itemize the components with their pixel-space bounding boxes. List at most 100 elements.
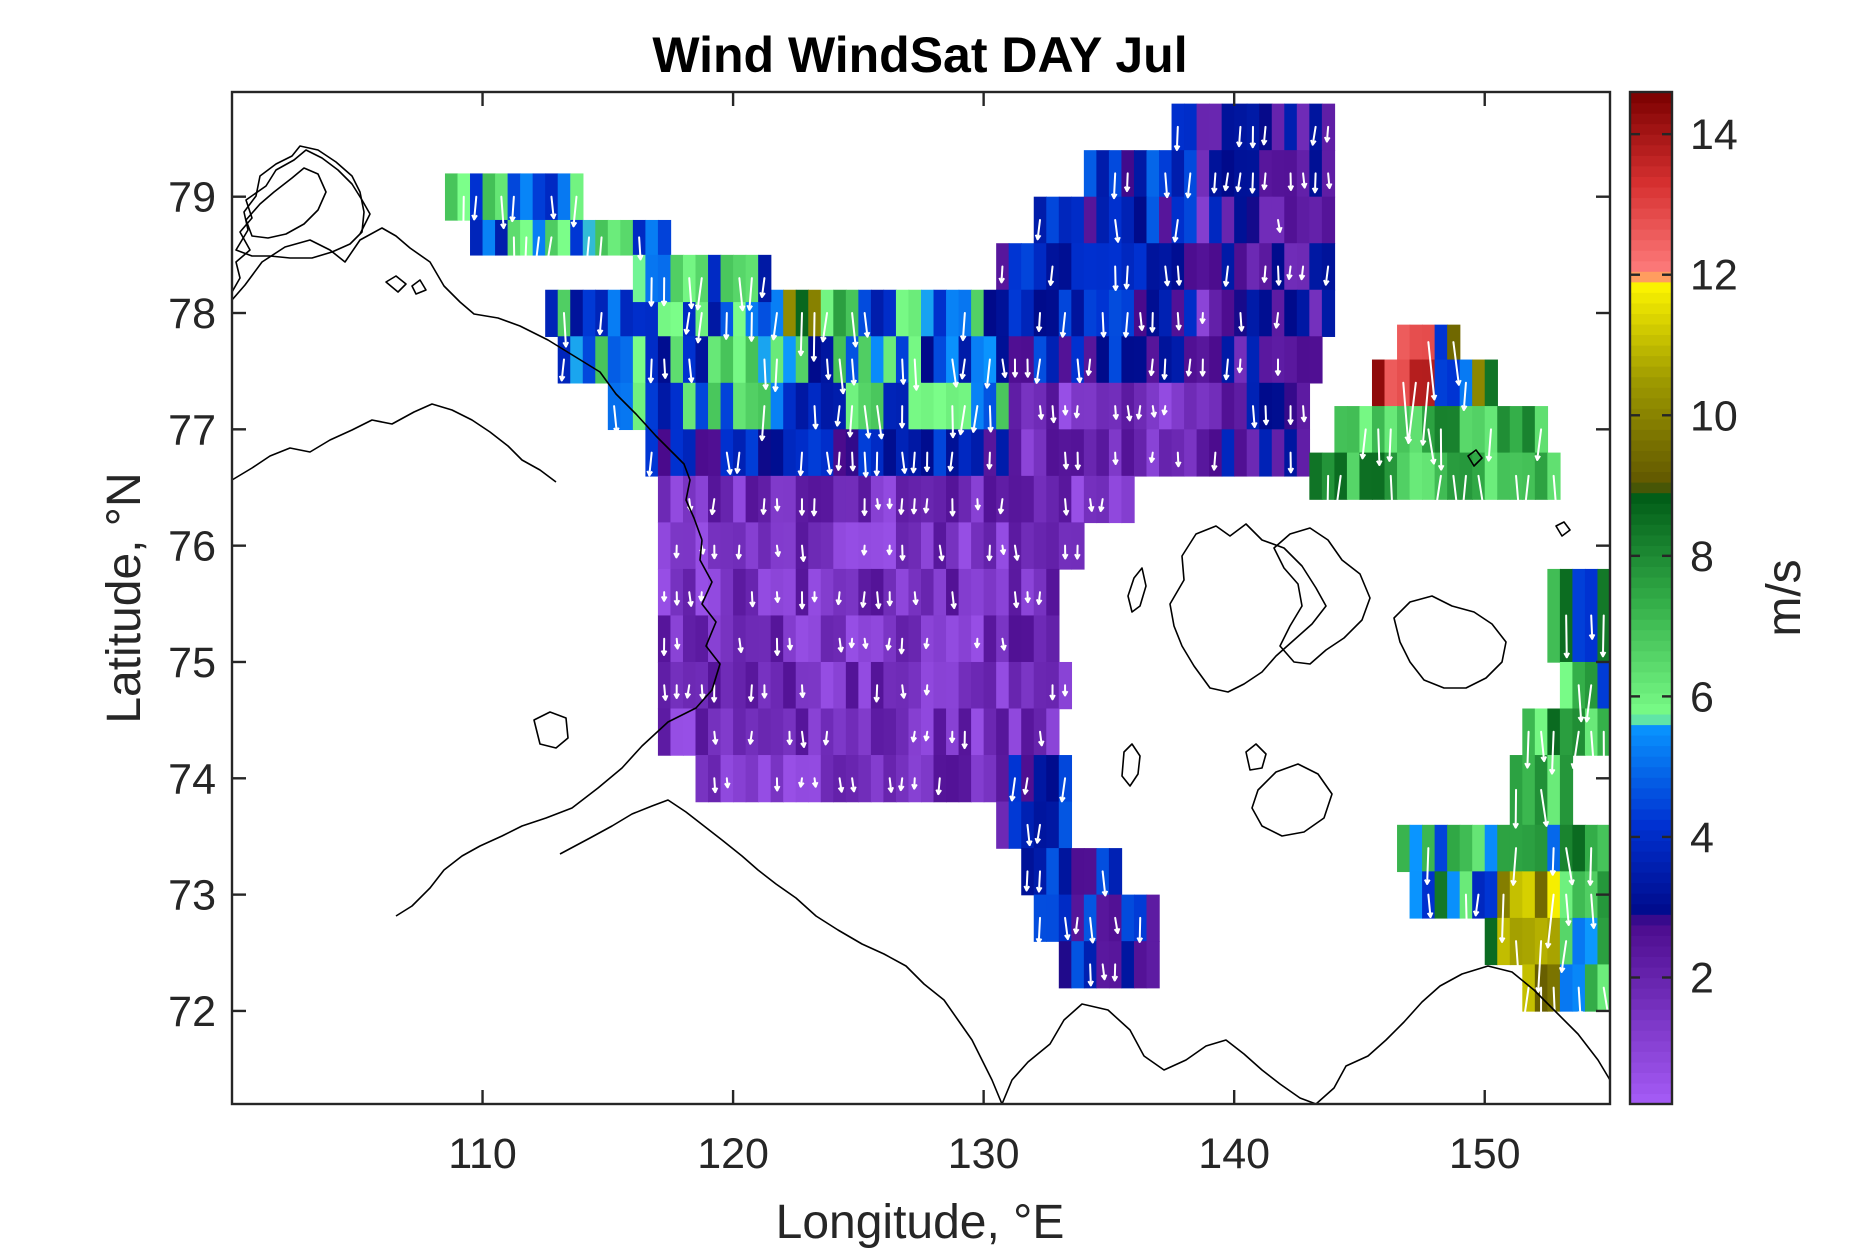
wind-arrow-head (1089, 937, 1096, 944)
wind-arrow-head (1035, 937, 1043, 944)
wind-cell (946, 661, 960, 710)
wind-cell (657, 708, 672, 756)
wind-cell (996, 289, 1010, 337)
wind-cell (645, 219, 659, 256)
colorbar-segment (1630, 207, 1672, 220)
wind-cell (870, 708, 885, 756)
wind-arrow-head (1163, 280, 1171, 286)
wind-arrow-head (912, 384, 920, 391)
wind-cell (1572, 917, 1586, 966)
wind-arrow (1176, 451, 1180, 468)
wind-arrow (1114, 405, 1118, 420)
wind-cell (883, 708, 897, 756)
wind-cell (720, 568, 734, 617)
wind-arrow-head (899, 378, 907, 385)
wind-cell (783, 568, 797, 617)
wind-arrow-head (1542, 820, 1550, 827)
wind-cell (795, 382, 809, 431)
wind-arrow-head (1261, 184, 1268, 190)
wind-arrow (912, 451, 916, 474)
wind-arrow-head (923, 466, 931, 472)
wind-arrow-head (1323, 136, 1331, 143)
wind-arrow-head (596, 329, 604, 335)
wind-cell (1271, 103, 1285, 151)
wind-cell (770, 429, 784, 477)
wind-arrow (1112, 172, 1117, 200)
wind-cell (607, 336, 622, 384)
wind-arrow-head (1389, 509, 1396, 515)
wind-arrow (988, 451, 991, 470)
wind-arrow-head (1600, 763, 1608, 769)
wind-arrow (1124, 312, 1129, 338)
wind-cell (933, 615, 947, 663)
wind-arrow (1427, 428, 1435, 465)
wind-arrow-head (511, 265, 518, 271)
wind-cell (670, 254, 684, 303)
wind-cell (1321, 289, 1336, 337)
colorbar: 2 4 6 8 10 12 14 (1628, 90, 1738, 1106)
wind-cell (808, 615, 822, 663)
wind-cell (1597, 661, 1610, 710)
colorbar-segment (1630, 1019, 1672, 1031)
wind-arrow (938, 544, 944, 562)
wind-arrow-head (799, 692, 806, 698)
colorbar-segment (1630, 576, 1672, 589)
wind-arrow-head (911, 783, 918, 790)
wind-cell (695, 382, 709, 431)
wind-arrow (1061, 312, 1067, 338)
wind-cell (858, 661, 872, 710)
wind-arrow-head (1249, 142, 1257, 148)
wind-arrow-head (1430, 394, 1438, 401)
wind-arrow-head (673, 643, 681, 650)
wind-cell (657, 219, 672, 256)
wind-arrow-head (1061, 690, 1069, 696)
colorbar-tick-label: 12 (1690, 252, 1738, 300)
wind-cell (783, 382, 797, 431)
wind-arrow (1551, 847, 1555, 876)
wind-arrow-head (1577, 716, 1585, 722)
wind-arrow-head (747, 695, 755, 702)
colorbar-segment (1630, 608, 1672, 620)
wind-arrow (534, 236, 540, 265)
wind-arrow (1037, 312, 1042, 333)
colorbar-segment (1630, 914, 1672, 926)
wind-cell (1133, 336, 1148, 384)
colorbar-segment (1630, 260, 1672, 272)
colorbar-segment (1630, 387, 1672, 399)
wind-cell (1196, 103, 1210, 151)
wind-cell (1397, 824, 1411, 873)
wind-cell (1434, 324, 1448, 361)
wind-arrow (725, 312, 728, 340)
colorbar-segment (1630, 408, 1672, 420)
coastline-taymyr-north (232, 227, 703, 541)
wind-arrow-head (923, 689, 931, 696)
wind-cell (758, 708, 772, 756)
wind-cell (1184, 196, 1198, 244)
colorbar-segment (1630, 281, 1672, 293)
wind-cell (657, 522, 672, 570)
wind-cell (1284, 196, 1298, 244)
wind-cell (971, 661, 985, 710)
wind-cell (1334, 406, 1348, 454)
wind-cell (933, 382, 947, 431)
wind-cell (1046, 522, 1060, 570)
wind-arrow (1087, 358, 1092, 376)
wind-arrow-head (761, 692, 768, 699)
wind-arrow (1327, 172, 1331, 190)
wind-arrow-head (873, 470, 881, 476)
wind-arrow-head (1480, 504, 1487, 511)
colorbar-tick-label: 10 (1690, 392, 1738, 440)
wind-arrow (1164, 265, 1169, 287)
wind-cell (1346, 452, 1361, 500)
wind-cell (820, 568, 835, 617)
wind-cell (1384, 359, 1398, 407)
wind-arrow (572, 195, 578, 228)
wind-cell (958, 755, 972, 803)
wind-cell (495, 219, 509, 256)
colorbar-segment (1630, 692, 1672, 705)
wind-arrow-head (897, 785, 905, 791)
colorbar-segment (1630, 271, 1672, 283)
coastline-bolshevik-island (245, 167, 327, 239)
wind-arrow-head (583, 261, 591, 267)
wind-cell (1033, 243, 1047, 291)
